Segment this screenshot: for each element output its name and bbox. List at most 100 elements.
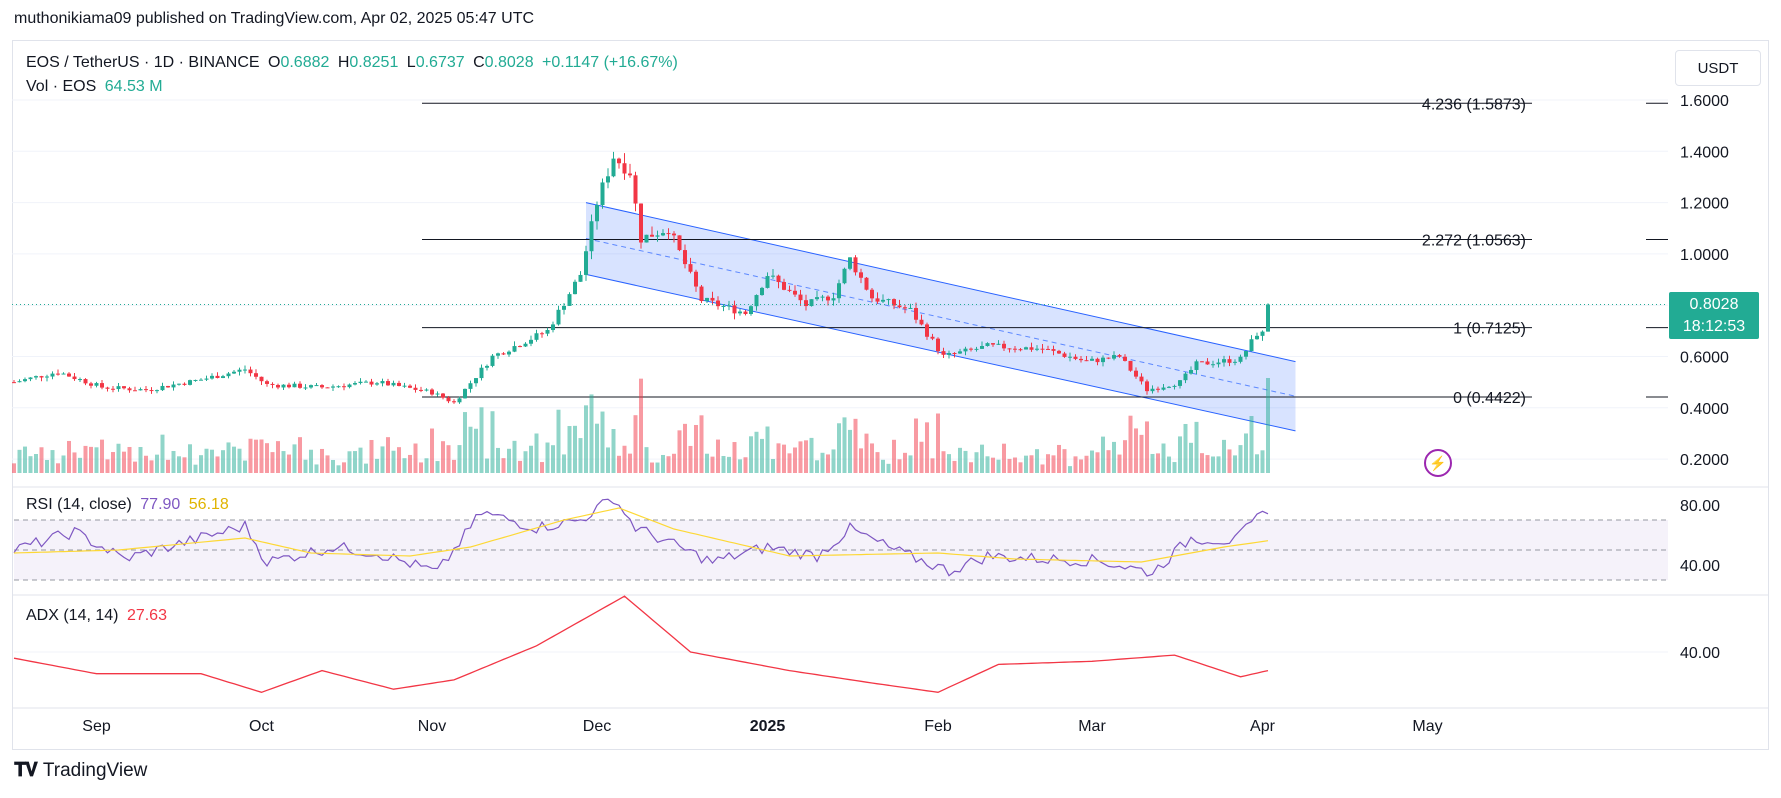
candle[interactable] xyxy=(738,311,742,314)
candle[interactable] xyxy=(551,324,555,331)
candle[interactable] xyxy=(210,375,214,379)
candle[interactable] xyxy=(1189,369,1193,374)
candle[interactable] xyxy=(760,287,764,296)
candle[interactable] xyxy=(237,369,242,372)
candle[interactable] xyxy=(171,384,176,388)
candle[interactable] xyxy=(589,221,594,252)
candle[interactable] xyxy=(732,305,737,314)
candle[interactable] xyxy=(595,205,599,222)
candle[interactable] xyxy=(1249,339,1254,352)
candle[interactable] xyxy=(413,387,418,390)
candle[interactable] xyxy=(292,383,297,388)
candle[interactable] xyxy=(952,353,957,355)
candle[interactable] xyxy=(358,381,363,384)
candle[interactable] xyxy=(831,298,836,301)
candle[interactable] xyxy=(490,355,495,366)
candle[interactable] xyxy=(309,385,313,388)
candle[interactable] xyxy=(562,305,566,310)
candle[interactable] xyxy=(380,381,385,384)
candle[interactable] xyxy=(1013,348,1017,350)
candle[interactable] xyxy=(870,289,874,299)
candle[interactable] xyxy=(1139,376,1144,382)
currency-button[interactable]: USDT xyxy=(1675,50,1761,86)
candle[interactable] xyxy=(353,383,357,385)
candle[interactable] xyxy=(133,390,137,392)
candle[interactable] xyxy=(155,390,159,392)
candle[interactable] xyxy=(820,296,825,298)
candle[interactable] xyxy=(853,257,858,273)
candle[interactable] xyxy=(1161,387,1166,390)
candle[interactable] xyxy=(463,388,467,399)
candle[interactable] xyxy=(424,389,429,391)
candle[interactable] xyxy=(1145,381,1149,392)
candle[interactable] xyxy=(468,383,473,389)
candle[interactable] xyxy=(815,297,819,300)
candle[interactable] xyxy=(991,343,995,345)
candle[interactable] xyxy=(215,375,220,379)
candle[interactable] xyxy=(600,182,605,206)
candle[interactable] xyxy=(507,351,511,355)
candle[interactable] xyxy=(512,346,517,352)
candle[interactable] xyxy=(287,384,291,388)
candle[interactable] xyxy=(320,385,324,388)
candle[interactable] xyxy=(573,281,577,295)
candle[interactable] xyxy=(666,233,671,235)
candle[interactable] xyxy=(446,397,451,402)
candle[interactable] xyxy=(683,250,687,265)
symbol-name[interactable]: EOS / TetherUS · 1D · BINANCE xyxy=(26,54,260,71)
candle[interactable] xyxy=(875,298,880,302)
candle[interactable] xyxy=(28,377,33,380)
candle[interactable] xyxy=(39,376,44,378)
candle[interactable] xyxy=(204,378,209,380)
candle[interactable] xyxy=(232,371,236,374)
candle[interactable] xyxy=(985,343,990,346)
candle[interactable] xyxy=(435,393,440,395)
candle[interactable] xyxy=(298,383,302,388)
candle[interactable] xyxy=(485,365,489,368)
candle[interactable] xyxy=(122,386,126,389)
candle[interactable] xyxy=(270,383,275,385)
candle[interactable] xyxy=(496,353,500,356)
candle[interactable] xyxy=(1106,357,1111,359)
candle[interactable] xyxy=(963,348,968,352)
candle[interactable] xyxy=(441,393,445,398)
candle[interactable] xyxy=(199,379,203,381)
candle[interactable] xyxy=(958,351,962,354)
candle[interactable] xyxy=(1194,361,1199,370)
candle[interactable] xyxy=(166,385,170,388)
candle[interactable] xyxy=(336,386,341,388)
candle[interactable] xyxy=(837,283,841,299)
candle[interactable] xyxy=(364,381,368,383)
candle[interactable] xyxy=(369,381,374,385)
candle[interactable] xyxy=(1227,359,1232,363)
candle[interactable] xyxy=(754,295,759,307)
candle[interactable] xyxy=(325,387,330,389)
adx-line[interactable] xyxy=(13,595,1269,693)
candle[interactable] xyxy=(556,309,561,325)
candle[interactable] xyxy=(688,264,693,272)
candle[interactable] xyxy=(243,369,247,371)
candle[interactable] xyxy=(980,345,984,349)
candle[interactable] xyxy=(1095,358,1100,363)
candle[interactable] xyxy=(639,203,643,243)
candle[interactable] xyxy=(331,386,335,388)
candle[interactable] xyxy=(23,379,27,382)
candle[interactable] xyxy=(501,353,506,355)
candle[interactable] xyxy=(672,233,676,236)
candle[interactable] xyxy=(710,297,715,301)
candle[interactable] xyxy=(1062,353,1067,357)
candle[interactable] xyxy=(397,382,401,386)
candle[interactable] xyxy=(347,384,352,388)
candle[interactable] xyxy=(111,388,115,390)
candle[interactable] xyxy=(1084,360,1089,362)
candle[interactable] xyxy=(474,378,478,384)
candle[interactable] xyxy=(254,373,258,377)
candle[interactable] xyxy=(842,268,847,284)
candle[interactable] xyxy=(1183,373,1188,381)
candle[interactable] xyxy=(787,289,792,291)
candle[interactable] xyxy=(1079,358,1083,361)
candle[interactable] xyxy=(809,299,814,307)
candle[interactable] xyxy=(342,386,346,388)
candle[interactable] xyxy=(1057,350,1061,354)
candle[interactable] xyxy=(1134,370,1138,377)
